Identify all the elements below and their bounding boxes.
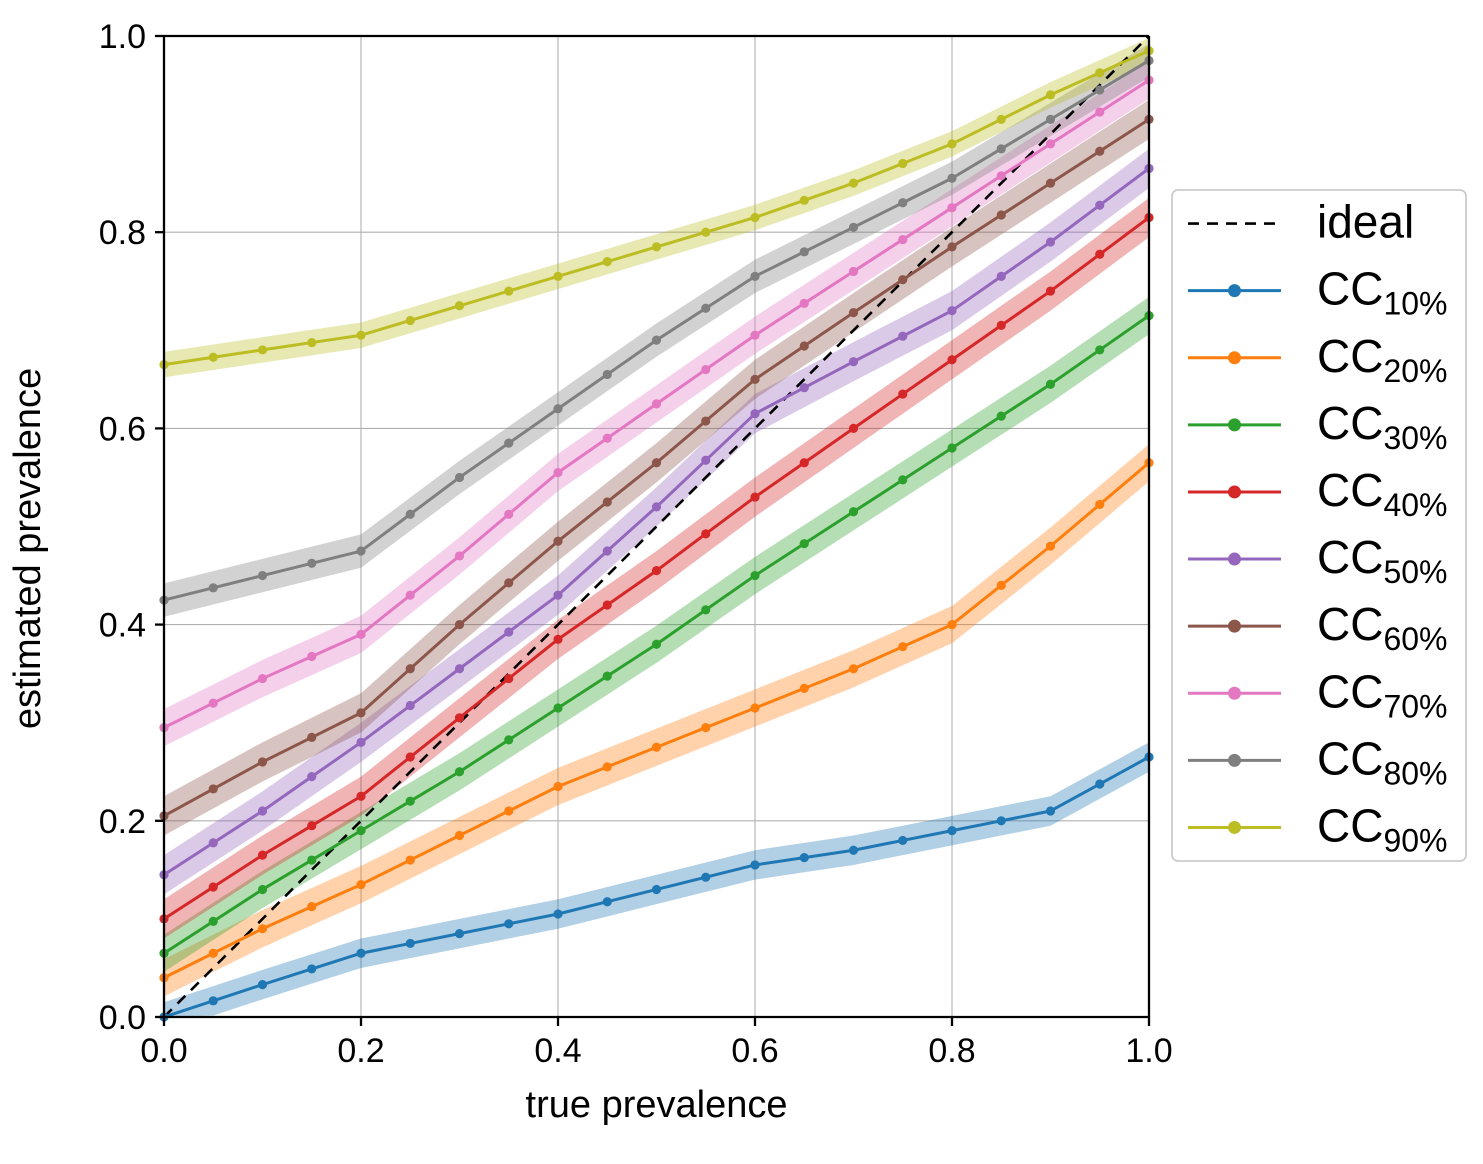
- svg-text:1.0: 1.0: [99, 18, 146, 56]
- svg-text:0.8: 0.8: [99, 214, 146, 252]
- svg-text:0.6: 0.6: [731, 1032, 778, 1070]
- svg-text:0.2: 0.2: [337, 1032, 384, 1070]
- svg-text:1.0: 1.0: [1125, 1032, 1172, 1070]
- svg-text:true prevalence: true prevalence: [526, 1084, 788, 1126]
- svg-text:0.0: 0.0: [99, 999, 146, 1037]
- svg-text:0.2: 0.2: [99, 803, 146, 841]
- svg-text:0.4: 0.4: [534, 1032, 581, 1070]
- svg-text:0.4: 0.4: [99, 607, 146, 645]
- svg-text:0.6: 0.6: [99, 410, 146, 448]
- svg-text:estimated prevalence: estimated prevalence: [7, 368, 49, 729]
- svg-text:0.0: 0.0: [140, 1032, 187, 1070]
- svg-text:0.8: 0.8: [928, 1032, 975, 1070]
- svg-text:ideal: ideal: [1317, 196, 1414, 248]
